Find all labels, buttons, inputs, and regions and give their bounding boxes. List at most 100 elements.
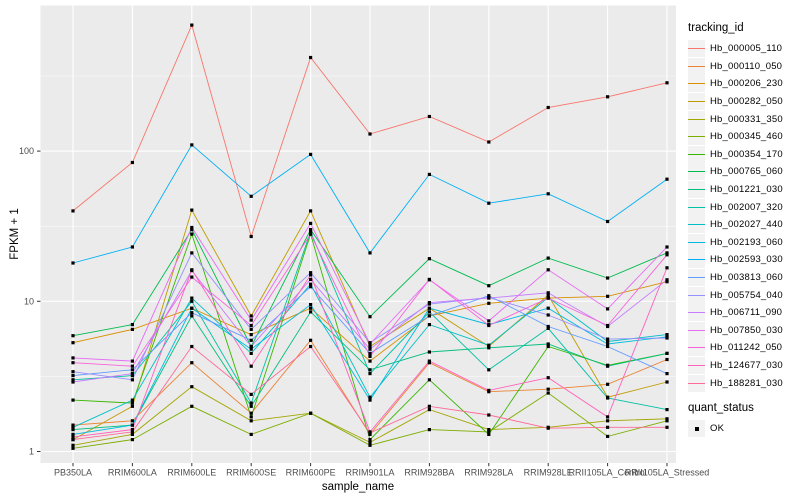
data-point: [546, 313, 550, 317]
x-tick-label: RRII105LA_Stressed: [625, 468, 710, 478]
data-point: [130, 428, 134, 432]
data-point: [546, 387, 550, 391]
series-color-line: [688, 171, 705, 173]
data-point: [546, 391, 550, 395]
data-point: [606, 382, 610, 386]
data-point: [606, 342, 610, 346]
data-point: [130, 401, 134, 405]
data-point: [309, 277, 313, 281]
data-point: [546, 291, 550, 295]
data-point: [546, 192, 550, 196]
data-point: [665, 372, 669, 376]
y-tick-label: 1: [29, 447, 34, 457]
legend-key: [688, 286, 705, 304]
data-point: [130, 160, 134, 165]
data-point: [546, 324, 550, 329]
data-point: [665, 351, 669, 355]
data-point: [130, 323, 134, 327]
data-point: [249, 401, 253, 405]
data-point: [309, 338, 313, 342]
data-point: [309, 221, 313, 225]
data-point: [368, 344, 372, 349]
data-point: [546, 342, 550, 346]
data-point: [130, 398, 134, 402]
legend-key: [688, 374, 705, 392]
legend-item-label: Hb_003813_060: [710, 272, 783, 284]
data-point: [130, 423, 134, 427]
legend-item-label: Hb_002193_060: [710, 236, 783, 248]
legend: tracking_id Hb_000005_110 Hb_000110_050 Hb…: [688, 22, 783, 438]
data-point: [368, 438, 372, 442]
data-point: [71, 432, 75, 436]
legend-item-label: Hb_011242_050: [710, 342, 783, 354]
legend-item: Hb_007850_030: [688, 321, 783, 340]
data-point: [606, 219, 610, 224]
legend-item: Hb_000331_350: [688, 110, 783, 128]
data-point: [427, 172, 431, 176]
legend-item: Hb_006711_090: [688, 304, 783, 322]
data-point: [190, 251, 194, 255]
legend-item: Hb_124677_030: [688, 356, 783, 375]
legend-item: Hb_000354_170: [688, 145, 783, 164]
data-point: [130, 364, 134, 368]
data-point: [665, 177, 669, 181]
data-point: [190, 208, 194, 212]
legend-item: Hb_000345_460: [688, 128, 783, 146]
data-point: [71, 378, 75, 382]
series-color-line: [688, 224, 705, 226]
data-point: [190, 228, 194, 232]
data-point: [546, 426, 550, 430]
legend-item: Hb_005754_040: [688, 286, 783, 304]
data-point: [606, 307, 610, 311]
data-point: [487, 346, 491, 350]
data-point: [71, 361, 75, 365]
data-point: [249, 333, 253, 337]
data-point: [665, 417, 669, 421]
legend-key: [688, 163, 705, 181]
data-point: [487, 413, 491, 417]
data-point: [190, 299, 194, 303]
data-point: [546, 105, 550, 110]
data-point: [249, 314, 253, 318]
legend-key: [688, 181, 705, 199]
x-tick-label: RRIM600LE: [167, 468, 216, 478]
data-point: [606, 323, 610, 328]
data-point: [71, 425, 75, 429]
legend-item: Hb_002193_060: [688, 233, 783, 252]
legend-item-label: Hb_002027_440: [710, 219, 783, 231]
legend-item-label: OK: [710, 423, 725, 435]
data-point: [487, 368, 491, 372]
data-point: [665, 380, 669, 384]
legend-key: [688, 198, 705, 216]
data-point: [130, 404, 134, 408]
data-point: [130, 432, 134, 436]
data-point: [606, 396, 610, 400]
legend-key: [688, 304, 705, 322]
data-point: [427, 323, 431, 327]
data-point: [427, 301, 431, 305]
data-point: [546, 256, 550, 260]
legend-item: Hb_000005_110: [688, 40, 783, 58]
data-point: [249, 323, 253, 328]
data-point: [309, 303, 313, 307]
black-square-marker: [694, 426, 699, 431]
legend-key: [688, 339, 705, 357]
data-point: [249, 364, 253, 368]
data-point: [665, 419, 669, 423]
x-tick-label: RRII105LA_Control: [569, 468, 647, 478]
data-point: [665, 278, 669, 282]
legend-item: Hb_000110_050: [688, 57, 783, 76]
data-point: [427, 404, 431, 408]
data-point: [71, 428, 75, 432]
data-point: [665, 245, 669, 249]
legend-item: Hb_011242_050: [688, 339, 783, 357]
legend-item-label: Hb_002593_030: [710, 254, 783, 266]
series-color-line: [688, 101, 705, 103]
data-point: [190, 306, 194, 310]
data-point: [427, 350, 431, 354]
data-point: [665, 336, 669, 340]
data-point: [249, 351, 253, 355]
data-point: [546, 326, 550, 330]
data-point: [368, 347, 372, 351]
